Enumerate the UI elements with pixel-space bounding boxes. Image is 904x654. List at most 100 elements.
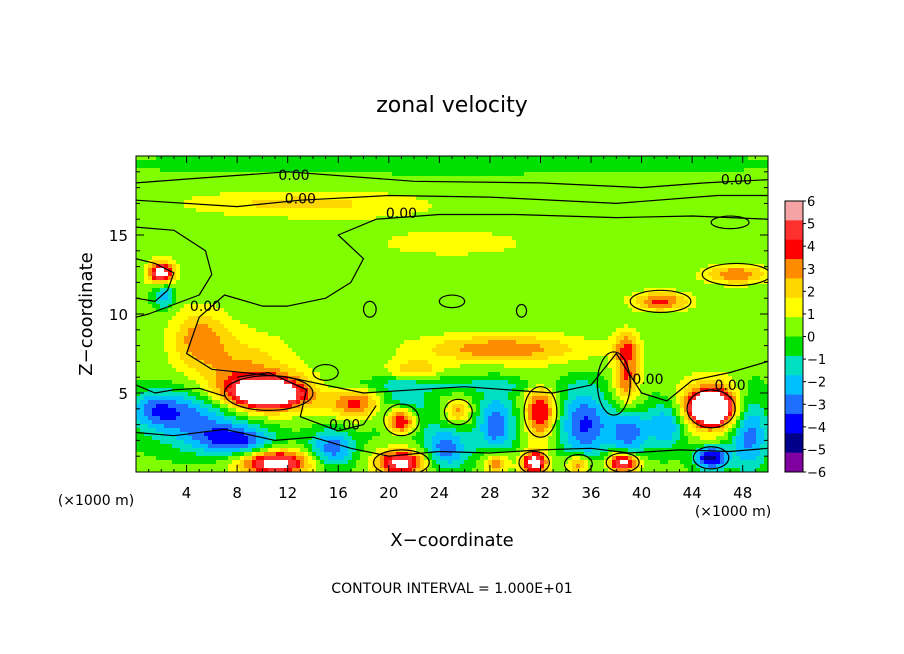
heatmap-cell: [396, 176, 401, 181]
heatmap-cell: [496, 244, 501, 249]
heatmap-cell: [496, 280, 501, 285]
heatmap-cell: [696, 156, 701, 161]
heatmap-cell: [692, 236, 697, 241]
heatmap-cell: [376, 272, 381, 277]
heatmap-cell: [448, 204, 453, 209]
heatmap-cell: [312, 180, 317, 185]
heatmap-cell: [460, 164, 465, 169]
heatmap-cell: [596, 212, 601, 217]
heatmap-cell: [600, 188, 605, 193]
heatmap-cell: [636, 260, 641, 265]
heatmap-cell: [432, 220, 437, 225]
heatmap-cell: [668, 264, 673, 269]
heatmap-cell: [524, 172, 529, 177]
heatmap-cell: [728, 236, 733, 241]
heatmap-cell: [352, 184, 357, 189]
heatmap-cell: [172, 264, 177, 269]
heatmap-cell: [236, 176, 241, 181]
heatmap-cell: [360, 264, 365, 269]
heatmap-cell: [480, 260, 485, 265]
heatmap-cell: [592, 160, 597, 165]
heatmap-cell: [532, 236, 537, 241]
heatmap-cell: [248, 240, 253, 245]
heatmap-cell: [208, 232, 213, 237]
heatmap-cell: [460, 272, 465, 277]
heatmap-cell: [704, 248, 709, 253]
heatmap-cell: [624, 236, 629, 241]
heatmap-cell: [584, 184, 589, 189]
heatmap-cell: [532, 260, 537, 265]
heatmap-cell: [192, 212, 197, 217]
heatmap-cell: [584, 264, 589, 269]
heatmap-cell: [372, 260, 377, 265]
heatmap-cell: [656, 168, 661, 173]
heatmap-cell: [244, 176, 249, 181]
heatmap-cell: [708, 192, 713, 197]
heatmap-cell: [364, 164, 369, 169]
heatmap-cell: [436, 216, 441, 221]
heatmap-cell: [612, 192, 617, 197]
heatmap-cell: [260, 224, 265, 229]
heatmap-cell: [336, 176, 341, 181]
heatmap-cell: [168, 172, 173, 177]
heatmap-cell: [528, 276, 533, 281]
heatmap-cell: [296, 212, 301, 217]
heatmap-cell: [644, 196, 649, 201]
heatmap-cell: [176, 252, 181, 257]
heatmap-cell: [460, 216, 465, 221]
heatmap-cell: [584, 276, 589, 281]
heatmap-cell: [560, 192, 565, 197]
heatmap-cell: [592, 180, 597, 185]
heatmap-cell: [708, 220, 713, 225]
heatmap-cell: [280, 156, 285, 161]
heatmap-cell: [704, 232, 709, 237]
heatmap-cell: [640, 172, 645, 177]
heatmap-cell: [504, 260, 509, 265]
heatmap-cell: [428, 176, 433, 181]
heatmap-cell: [752, 260, 757, 265]
heatmap-cell: [332, 168, 337, 173]
heatmap-cell: [644, 156, 649, 161]
heatmap-cell: [348, 180, 353, 185]
heatmap-cell: [728, 220, 733, 225]
heatmap-cell: [656, 204, 661, 209]
heatmap-cell: [656, 276, 661, 281]
heatmap-cell: [280, 272, 285, 277]
heatmap-cell: [236, 160, 241, 165]
heatmap-cell: [540, 244, 545, 249]
heatmap-cell: [628, 220, 633, 225]
heatmap-cell: [720, 192, 725, 197]
heatmap-cell: [236, 184, 241, 189]
heatmap-cell: [392, 276, 397, 281]
heatmap-cell: [624, 228, 629, 233]
heatmap-cell: [164, 232, 169, 237]
heatmap-cell: [448, 208, 453, 213]
heatmap-cell: [600, 168, 605, 173]
heatmap-cell: [608, 188, 613, 193]
heatmap-cell: [576, 276, 581, 281]
heatmap-cell: [672, 228, 677, 233]
heatmap-cell: [536, 240, 541, 245]
heatmap-cell: [536, 196, 541, 201]
heatmap-cell: [576, 216, 581, 221]
heatmap-cell: [304, 196, 309, 201]
heatmap-cell: [548, 164, 553, 169]
heatmap-cell: [648, 264, 653, 269]
heatmap-cell: [400, 252, 405, 257]
heatmap-cell: [136, 228, 141, 233]
heatmap-cell: [440, 264, 445, 269]
heatmap-cell: [680, 228, 685, 233]
heatmap-cell: [336, 180, 341, 185]
heatmap-cell: [328, 176, 333, 181]
heatmap-cell: [584, 272, 589, 277]
heatmap-cell: [456, 184, 461, 189]
heatmap-cell: [724, 240, 729, 245]
heatmap-cell: [548, 200, 553, 205]
heatmap-cell: [332, 208, 337, 213]
heatmap-cell: [380, 224, 385, 229]
heatmap-cell: [704, 208, 709, 213]
heatmap-cell: [464, 216, 469, 221]
heatmap-cell: [252, 232, 257, 237]
heatmap-cell: [740, 196, 745, 201]
heatmap-cell: [736, 236, 741, 241]
